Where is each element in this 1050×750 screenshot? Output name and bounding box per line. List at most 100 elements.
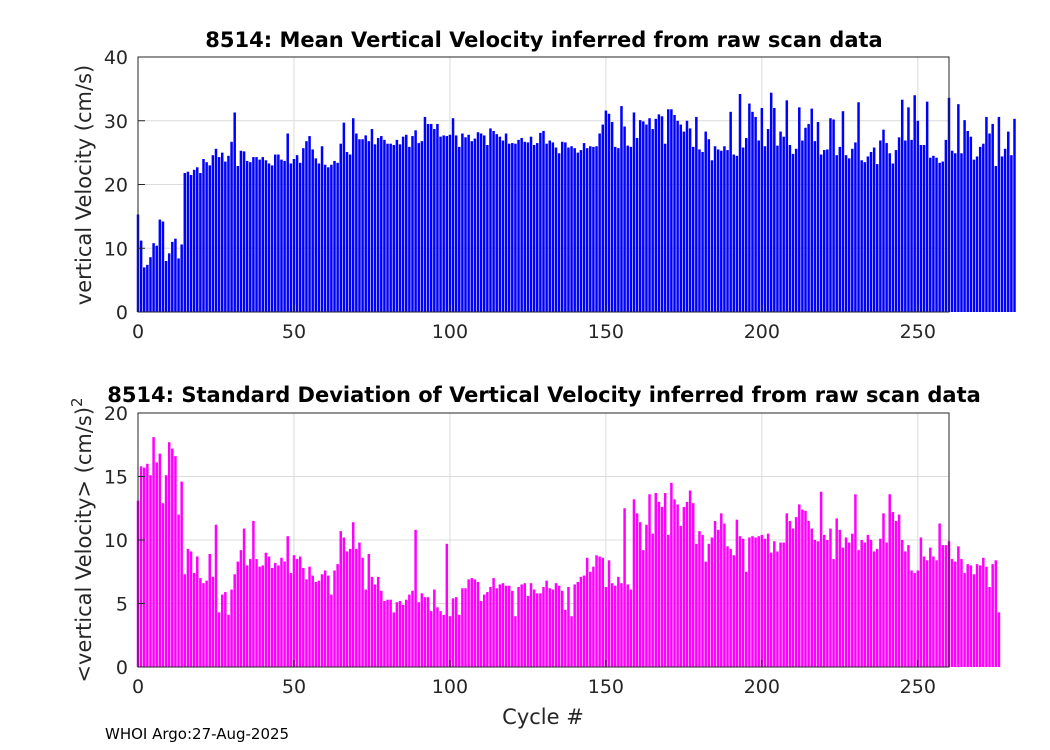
std-bar (448, 616, 452, 667)
std-bar (523, 583, 527, 667)
std-bar (741, 538, 745, 667)
mean-bar (922, 144, 926, 312)
std-bar (701, 534, 704, 667)
mean-bar (813, 141, 817, 312)
std-bar (224, 592, 227, 667)
std-bar (411, 590, 414, 667)
std-bar (760, 534, 764, 667)
std-bar (142, 467, 146, 667)
mean-bar (773, 108, 776, 312)
std-bar (536, 593, 539, 667)
mean-bar (638, 120, 642, 312)
std-bar (252, 520, 255, 667)
mean-ytick-label: 10 (104, 238, 128, 260)
std-bar (233, 574, 236, 667)
mean-bar (938, 162, 941, 312)
mean-bar (732, 154, 736, 312)
mean-bar (673, 115, 676, 312)
mean-bar (822, 150, 826, 312)
std-bar (847, 542, 851, 667)
mean-bar (660, 116, 664, 312)
mean-bar (810, 108, 814, 312)
std-bar (988, 586, 991, 667)
std-bar (433, 589, 436, 667)
mean-bar (458, 146, 461, 312)
mean-bar (894, 150, 898, 312)
mean-bar (467, 134, 470, 312)
std-bar (242, 528, 246, 667)
std-bar (638, 522, 642, 667)
std-bar (673, 499, 676, 667)
mean-bar (794, 148, 798, 312)
std-bar (439, 611, 442, 667)
std-bar (745, 571, 748, 667)
std-bar (245, 565, 249, 667)
mean-bar (557, 153, 561, 312)
std-bar (826, 540, 829, 667)
mean-bar (186, 171, 190, 312)
std-bar (670, 482, 673, 667)
std-bar (442, 614, 445, 667)
std-bar (876, 548, 879, 667)
mean-bar (517, 139, 520, 312)
mean-bar (433, 129, 436, 312)
mean-bar (854, 142, 857, 312)
mean-bar (298, 162, 302, 312)
mean-bar (589, 146, 592, 312)
mean-bar (988, 133, 991, 312)
mean-bar (270, 165, 274, 312)
std-bar (773, 541, 776, 667)
std-bar (794, 517, 798, 667)
mean-bar (526, 142, 530, 312)
std-xtick-label: 250 (900, 676, 936, 698)
std-bar (869, 540, 873, 667)
mean-bar (704, 131, 707, 312)
std-bar (997, 612, 1001, 667)
mean-bar (258, 159, 261, 312)
std-bar (314, 581, 318, 667)
std-bar (723, 523, 726, 667)
std-bar (401, 604, 405, 667)
std-bar (688, 490, 692, 667)
std-bar (866, 534, 870, 667)
std-bar (564, 609, 567, 667)
std-bar (667, 534, 670, 667)
std-bar (676, 504, 679, 667)
mean-bar (885, 143, 888, 312)
mean-bar (426, 123, 430, 312)
mean-chart-bars (136, 92, 1016, 313)
mean-bar (554, 147, 558, 312)
std-bar (308, 566, 311, 667)
mean-bar (738, 93, 742, 312)
mean-bar (779, 131, 782, 312)
mean-bar (985, 116, 988, 312)
std-bar (489, 586, 492, 667)
std-bar (445, 543, 449, 667)
std-bar (164, 475, 168, 667)
std-bar (230, 589, 233, 667)
std-bar (220, 594, 224, 667)
mean-bar (716, 149, 720, 312)
std-bar (498, 584, 502, 667)
mean-bar (146, 264, 149, 312)
mean-xtick-label: 100 (432, 321, 468, 343)
mean-bar (869, 151, 873, 312)
std-bar (420, 593, 424, 667)
std-bar (398, 600, 402, 667)
std-bar (891, 512, 895, 667)
mean-bar (177, 258, 180, 312)
std-bar (426, 597, 430, 667)
mean-bar (351, 118, 355, 312)
std-bar (554, 583, 558, 667)
std-bar (685, 501, 689, 667)
std-bar (763, 538, 767, 667)
std-bar (944, 545, 948, 667)
mean-bar (847, 158, 851, 312)
mean-bar (383, 139, 386, 312)
std-bar (663, 493, 667, 667)
std-bar (261, 565, 265, 667)
std-bar (785, 513, 789, 667)
mean-bar (158, 219, 162, 312)
std-chart-ylabel-text: <vertical Velocity> (cm/s) (72, 407, 96, 683)
std-bar (395, 602, 399, 667)
